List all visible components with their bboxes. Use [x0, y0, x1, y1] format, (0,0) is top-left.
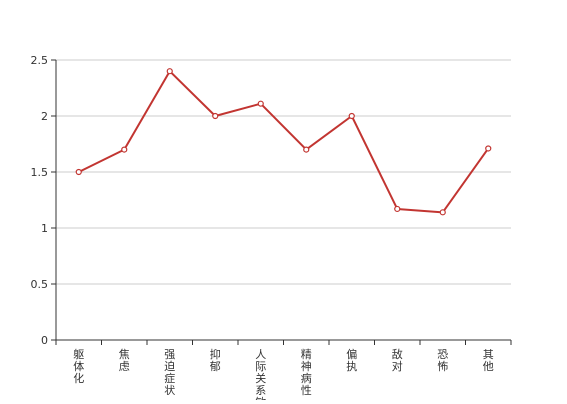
- data-point[interactable]: [303, 146, 310, 153]
- grid-lines: [56, 59, 511, 285]
- x-tick-label: 恐怖: [437, 348, 448, 373]
- x-tick-label: 精神病性: [301, 348, 312, 397]
- x-tick-label: 人际关系敏感: [255, 348, 266, 400]
- y-tick-label: 0: [41, 334, 48, 347]
- x-tick-label: 敌对: [392, 347, 403, 373]
- data-point[interactable]: [212, 112, 219, 120]
- y-tick-label: 1.5: [31, 166, 49, 179]
- data-point[interactable]: [394, 205, 401, 213]
- data-point[interactable]: [485, 145, 492, 152]
- x-tick-label: 其他: [483, 348, 494, 373]
- series-line: [78, 70, 490, 214]
- axes: [51, 59, 512, 345]
- y-tick-label: 0.5: [31, 278, 49, 291]
- data-point[interactable]: [439, 209, 446, 216]
- y-tick-labels: 0 0.5 1 1.5 2 2.5: [31, 54, 49, 347]
- x-tick-label: 焦虑: [119, 348, 130, 373]
- data-point[interactable]: [121, 146, 128, 153]
- series-layer: [75, 68, 492, 216]
- x-tick-label: 强迫症状: [164, 348, 175, 397]
- data-point[interactable]: [75, 168, 82, 176]
- x-tick-label: 抑郁: [210, 347, 221, 373]
- data-point[interactable]: [166, 68, 173, 75]
- x-tick-label: 躯体化: [73, 348, 84, 385]
- x-tick-label: 偏执: [346, 347, 357, 373]
- y-tick-label: 1: [41, 222, 48, 235]
- y-tick-label: 2.5: [31, 54, 49, 67]
- y-tick-label: 2: [41, 110, 48, 123]
- data-point[interactable]: [348, 112, 355, 120]
- data-point[interactable]: [257, 100, 264, 107]
- x-tick-labels: 躯体化 焦虑 强迫症状 抑郁 人际关系敏感 精神病性 偏执 敌对 恐怖 其他: [73, 347, 494, 404]
